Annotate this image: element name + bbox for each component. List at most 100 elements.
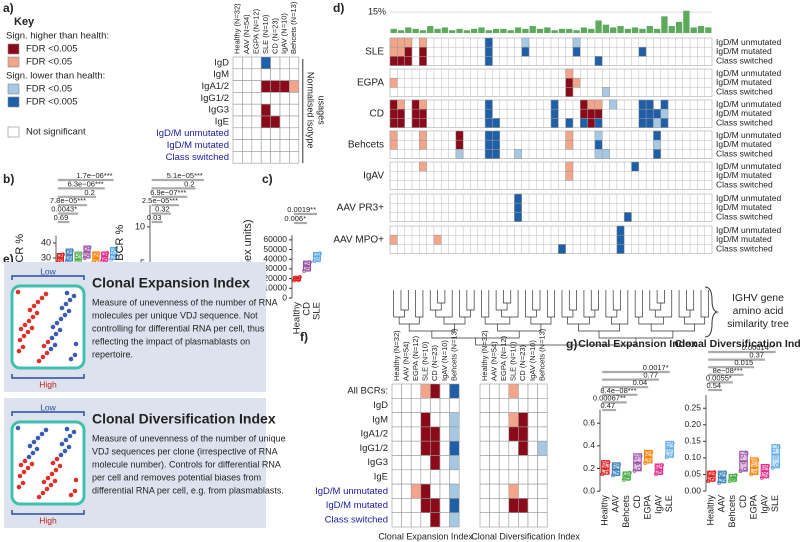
dot [740,453,744,458]
heat-cell [430,383,441,399]
heat-cell [419,161,427,172]
heat-cell [550,99,559,110]
heat-cell [420,483,431,499]
freq-bar [412,28,419,33]
dot [664,455,669,460]
heat-cell [410,412,422,428]
heat-cell [645,108,654,119]
heat-cell [594,149,603,159]
heat-cell [270,139,281,152]
pvalue: 0.2 [184,179,194,188]
tree-branch [678,290,691,318]
freq-bar [690,27,697,33]
heat-cell [420,440,431,456]
tree-branch [443,317,466,325]
icon-dot [22,322,28,328]
tree-branch [583,290,596,318]
tree-branch [481,290,490,318]
heat-cell [521,46,530,57]
dot [761,465,766,470]
dot [317,251,322,256]
row-label: IgA1/2 [361,429,388,440]
icon-dot [73,341,79,347]
heat-cell [420,498,431,513]
info-title: Clonal Expansion Index [92,275,250,291]
heat-cell [232,103,243,117]
freq-bar [610,27,617,33]
tree-branch [546,290,556,318]
column-header: Healthy (N=32) [480,330,489,381]
plot-title: Clonal Expansion Index [578,338,697,350]
heat-cell [572,37,581,48]
freq-bar [653,28,661,33]
dot [111,252,116,257]
heat-cell [279,127,290,140]
icon-dot [16,484,22,490]
heat-cell [537,440,548,456]
freq-bar [449,30,456,33]
y-tick-label: 0.2 [583,463,595,473]
heat-cell [410,383,422,399]
freq-bar [580,27,588,33]
heat-cell [660,118,669,128]
heat-cell [420,426,431,442]
heat-cell [420,412,431,428]
icon-dot [58,452,64,458]
key-title: Key [14,16,35,28]
y-tick-label: 0.20 [684,419,701,429]
dot [709,474,714,479]
heat-cell [404,56,413,66]
icon-dot [30,314,36,320]
key-label: FDR <0.005 [26,44,78,55]
dot [753,470,758,475]
group-label: AAV PR3+ [337,202,384,213]
heat-cell [439,412,450,428]
pvalue: 0.77 [643,371,658,380]
tree-branch [605,290,618,318]
freq-bar [683,10,690,33]
dot [720,475,725,480]
icon-dot [67,297,73,303]
group-label: EGPA [357,77,384,88]
dot [775,463,780,468]
heat-cell [404,46,413,57]
pvalue: 0.0043* [51,205,77,214]
dot [718,471,723,476]
heat-cell [251,151,262,164]
heat-cell [401,440,412,456]
dot [706,479,711,484]
pvalue: 7.8e−05*** [50,196,86,205]
heat-cell [419,99,427,110]
freq-bar [536,28,544,33]
heat-cell [289,115,300,129]
row-label: IgD/M unmutated [716,99,781,109]
freq-bar [558,28,566,33]
info-text: controlling for differential RNA per cel… [92,323,265,333]
heat-cell [389,56,398,66]
pvalue: 8.4e−08*** [600,386,636,395]
key-swatch [7,83,20,95]
heat-cell [260,151,271,164]
dot [727,479,732,484]
x-tick-label: AAV [610,495,620,512]
pvalue: 0.54 [706,381,721,390]
tree-branch [501,290,519,318]
freq-bar [595,20,602,33]
group-label: Behcets [348,139,384,150]
tree-branch [567,317,590,325]
row-label: IgD/M mutated [716,46,772,56]
dot [759,475,764,480]
pvalue: 0.37 [749,351,764,360]
dot [601,461,606,466]
x-tick-label: Healthy [600,495,610,526]
freq-bar [529,26,536,33]
key-label: FDR <0.05 [26,84,72,95]
heat-cell [508,426,519,442]
heat-cell [420,397,431,413]
heat-cell [430,455,441,471]
heat-cell [518,426,529,442]
heat-cell [508,498,519,513]
heat-cell [580,118,588,128]
info-text: Measure of unevenness of the number of R… [92,297,278,307]
heat-cell [565,68,574,79]
